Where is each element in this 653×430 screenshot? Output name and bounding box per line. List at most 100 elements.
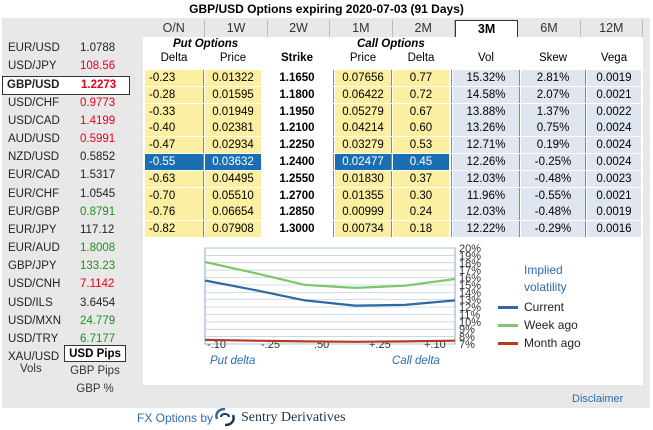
cell-put-price: 0.02934: [205, 137, 261, 154]
pair-usd-jpy[interactable]: USD/JPY 108.56: [2, 58, 130, 76]
vol-option-gbp-pips[interactable]: GBP Pips: [70, 365, 120, 377]
column-divider: [451, 170, 452, 187]
pair-eur-chf[interactable]: EUR/CHF 1.0545: [2, 186, 130, 204]
cell-call-price: 0.05279: [335, 103, 391, 120]
cell-put-delta: -0.28: [145, 86, 203, 103]
tab-2w[interactable]: 2W: [267, 20, 331, 37]
column-divider: [519, 70, 520, 86]
table-row[interactable]: -0.28 0.01595 1.1800 0.06422 0.72 14.58% 2.07%…: [143, 86, 643, 104]
pair-nzd-usd[interactable]: NZD/USD 0.5852: [2, 149, 130, 167]
pair-name: XAU/USD: [8, 351, 60, 364]
column-divider: [519, 137, 520, 154]
vol-option-usd-pips[interactable]: USD Pips: [64, 345, 126, 362]
cell-vega: 0.0024: [587, 120, 641, 137]
cell-put-delta: -0.82: [145, 221, 203, 238]
cell-skew: -0.48%: [521, 170, 585, 187]
tab-2m[interactable]: 2M: [392, 20, 455, 37]
tab-12m[interactable]: 12M: [580, 20, 643, 37]
pair-rate: 108.56: [80, 60, 116, 73]
column-divider: [451, 120, 452, 137]
pair-eur-jpy[interactable]: EUR/JPY 117.12: [2, 222, 130, 240]
y-tick-label: 14%: [459, 287, 481, 299]
disclaimer-link[interactable]: Disclaimer: [572, 393, 624, 405]
col-header-call-delta: Delta: [407, 52, 435, 64]
column-divider: [203, 187, 204, 204]
legend-swatch-current: [498, 306, 518, 310]
tab-on[interactable]: O/N: [143, 20, 206, 37]
tab-1w[interactable]: 1W: [205, 20, 268, 37]
pair-rate: 117.12: [80, 223, 115, 236]
cell-call-delta: 0.45: [393, 154, 449, 170]
column-divider: [391, 154, 392, 170]
cell-skew: 0.19%: [521, 137, 585, 154]
column-divider: [451, 204, 452, 221]
pair-rate: 0.9773: [80, 96, 116, 109]
pair-eur-usd[interactable]: EUR/USD 1.0788: [2, 40, 130, 58]
pair-usd-ils[interactable]: USD/ILS 3.6454: [2, 295, 130, 313]
col-header-put-price: Price: [219, 52, 247, 64]
pair-usd-mxn[interactable]: USD/MXN 24.779: [2, 313, 130, 331]
series-line-month-ago: [204, 338, 456, 343]
table-row[interactable]: -0.33 0.01949 1.1950 0.05279 0.67 13.88% 1.37%…: [143, 103, 643, 121]
legend-week: Week ago: [498, 318, 578, 332]
pair-gbp-usd[interactable]: GBP/USD 1.2273: [2, 76, 130, 95]
currency-pair-list: EUR/USD 1.0788 USD/JPY 108.56 GBP/USD 1.2273 U…: [2, 40, 130, 367]
cell-call-delta: 0.67: [393, 103, 449, 120]
column-divider: [585, 120, 586, 137]
column-divider: [391, 204, 392, 221]
cell-call-price: 0.04214: [335, 120, 391, 137]
column-divider: [333, 170, 334, 187]
pair-usd-cnh[interactable]: USD/CNH 7.1142: [2, 276, 130, 294]
pair-usd-try[interactable]: USD/TRY 6.7177: [2, 331, 130, 349]
cell-put-delta: -0.55: [145, 154, 203, 170]
table-row[interactable]: -0.47 0.02934 1.2250 0.03279 0.53 12.71% 0.19%…: [143, 137, 643, 154]
y-tick-label: 15%: [459, 280, 481, 292]
pair-eur-cad[interactable]: EUR/CAD 1.5317: [2, 167, 130, 185]
cell-call-price: 0.07656: [335, 70, 391, 86]
pair-eur-gbp[interactable]: EUR/GBP 0.8791: [2, 204, 130, 222]
table-row[interactable]: -0.23 0.01322 1.1650 0.07656 0.77 15.32% 2.81%…: [143, 70, 643, 87]
column-divider: [585, 154, 586, 170]
pair-usd-chf[interactable]: USD/CHF 0.9773: [2, 95, 130, 113]
tab-6m[interactable]: 6M: [518, 20, 581, 37]
y-tick-label: 13%: [459, 295, 481, 307]
column-divider: [451, 137, 452, 154]
pair-name: GBP/USD: [7, 79, 60, 92]
column-divider: [585, 86, 586, 103]
col-header-vega: Vega: [600, 52, 628, 64]
cell-call-price: 0.00734: [335, 221, 391, 238]
legend-label-month: Month ago: [524, 336, 581, 350]
pair-gbp-jpy[interactable]: GBP/JPY 133.23: [2, 258, 130, 276]
cell-put-delta: -0.76: [145, 204, 203, 221]
column-divider: [391, 170, 392, 187]
table-row[interactable]: -0.55 0.03632 1.2400 0.02477 0.45 12.26% -0.25…: [143, 154, 643, 171]
pair-rate: 1.0545: [80, 187, 116, 200]
y-tick-label: 16%: [459, 273, 481, 285]
tab-3m[interactable]: 3M: [454, 20, 519, 37]
legend-month: Month ago: [498, 336, 581, 350]
pair-rate: 24.779: [80, 314, 116, 327]
implied-vol-chart: 20% 19% 18% 17% 16% 15% 14% 13% 12% 11% 10% 9% 8% 7% -…: [143, 240, 643, 385]
cell-strike: 1.1800: [279, 88, 315, 101]
pair-aud-usd[interactable]: AUD/USD 0.5991: [2, 131, 130, 149]
column-divider: [203, 120, 204, 137]
column-divider: [203, 221, 204, 238]
cell-put-delta: -0.33: [145, 103, 203, 120]
column-divider: [391, 120, 392, 137]
y-tick-label: 17%: [459, 265, 481, 277]
legend-label-week: Week ago: [524, 318, 578, 332]
cell-call-delta: 0.30: [393, 187, 449, 204]
pair-usd-cad[interactable]: USD/CAD 1.4199: [2, 113, 130, 131]
table-row[interactable]: -0.40 0.02381 1.2100 0.04214 0.60 13.26% 0.75%…: [143, 120, 643, 137]
vol-option-gbp-[interactable]: GBP %: [76, 383, 114, 395]
column-divider: [519, 86, 520, 103]
table-row[interactable]: -0.63 0.04495 1.2550 0.01830 0.37 12.03% -0.48…: [143, 170, 643, 188]
cell-put-delta: -0.70: [145, 187, 203, 204]
pair-name: USD/TRY: [8, 333, 59, 345]
table-row[interactable]: -0.70 0.05510 1.2700 0.01355 0.30 11.96% -0.55…: [143, 187, 643, 205]
table-row[interactable]: -0.82 0.07908 1.3000 0.00734 0.18 12.22% -0.29…: [143, 221, 643, 238]
pair-eur-aud[interactable]: EUR/AUD 1.8008: [2, 240, 130, 258]
tab-1m[interactable]: 1M: [330, 20, 393, 37]
footer-prefix: FX Options by: [137, 411, 214, 425]
table-row[interactable]: -0.76 0.06654 1.2850 0.00999 0.24 12.03% -0.48…: [143, 204, 643, 221]
